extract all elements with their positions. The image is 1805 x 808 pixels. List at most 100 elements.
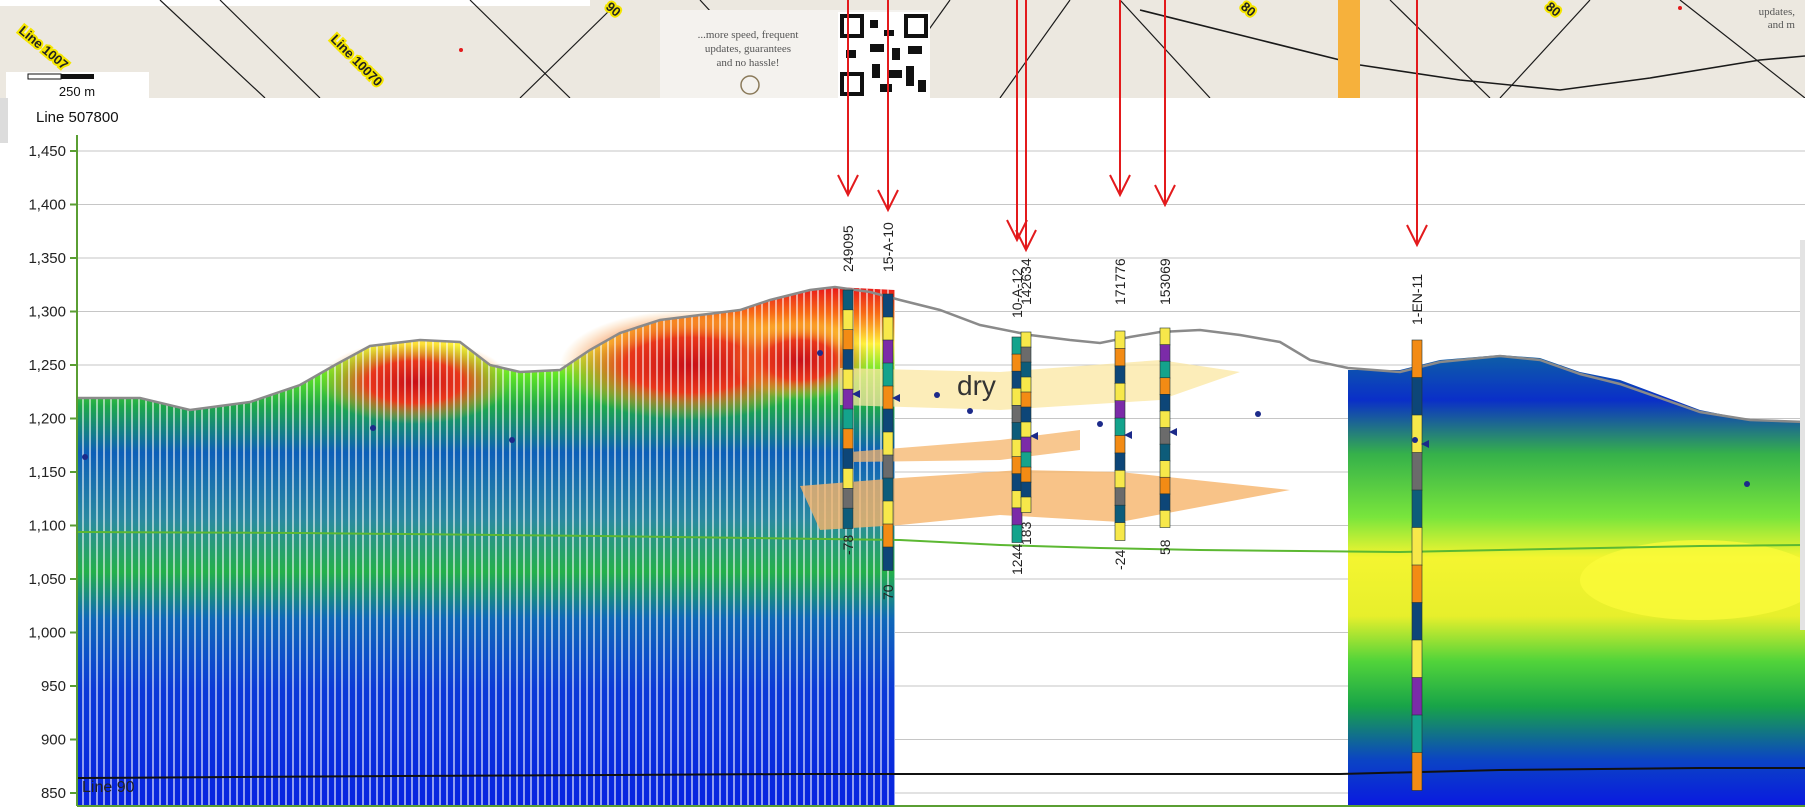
well-log-segment [882,385,894,410]
well-log-segment [842,428,854,450]
well-log-segment [842,388,854,410]
arrowhead-icon [1406,224,1428,248]
well-log-segment [1011,353,1023,372]
well-log-segment [1411,677,1423,716]
well-log-segment [1011,387,1023,407]
data-points [82,350,1750,487]
well-log-segment [1159,394,1171,412]
well-log-segment [1159,377,1171,396]
well-log-segment [842,309,854,331]
well-id-label: 15-A-10 [880,222,896,272]
well-1[interactable]: 15-A-10 70 [877,0,900,600]
survey-lines [159,0,1805,98]
well-log-segment [842,349,854,371]
well-log-segment [1411,602,1423,641]
well-log-segment [1411,452,1423,491]
y-tick-label: 1,250 [28,357,66,374]
well-6[interactable]: 1-EN-11 [1406,0,1429,791]
wells: 249095 -78 15-A-10 70 10-A-12 1244 142634 183 17… [837,0,1429,791]
well-log-segment [882,523,894,548]
well-log-segment [1411,489,1423,529]
well-log-segment [1020,376,1032,393]
well-log-segment [1114,417,1126,437]
base-line [77,767,1805,779]
well-marker-icon [1124,431,1132,439]
well-id-label: 153069 [1157,258,1173,305]
terrain-profile [78,285,1805,424]
well-log-segment [1114,470,1126,489]
well-id-label: 249095 [840,225,856,272]
well-log-segment [1411,414,1423,454]
well-log-segment [882,546,894,571]
y-tick-label: 1,000 [28,625,66,642]
arrowhead-icon [1154,184,1176,208]
well-marker-icon [852,390,860,398]
well-log-segment [1114,435,1126,454]
well-log-segment [1411,752,1423,791]
well-log-segment [1011,336,1023,355]
well-log-segment [1114,365,1126,385]
well-log-segment [1011,439,1023,458]
arrowhead-icon [1006,219,1028,243]
well-log-segment [842,507,854,529]
well-log-segment [1159,327,1171,346]
well-5[interactable]: 153069 58 [1154,0,1177,555]
well-log-segment [1114,348,1126,367]
y-tick-label: 1,450 [28,143,66,160]
well-log-segment [882,408,894,433]
well-log-segment [842,488,854,509]
y-tick-label: 1,100 [28,518,66,535]
water-table-line [77,531,1805,554]
well-marker-icon [892,394,900,402]
well-log-segment [1011,370,1023,390]
well-4[interactable]: 171776 -24 [1109,0,1132,570]
well-log-segment [1020,331,1032,348]
well-0[interactable]: 249095 -78 [837,0,860,555]
y-axis-ticks: 1,450 1,400 1,350 1,300 1,250 1,200 1,150 1,100… [28,143,77,802]
well-3[interactable]: 142634 183 [1015,0,1038,545]
well-id-label: 1-EN-11 [1409,274,1425,325]
well-marker-icon [1030,432,1038,440]
ad-line: updates, [1759,6,1796,18]
y-tick-label: 1,150 [28,464,66,481]
well-id-label: 10-A-12 [1009,268,1025,318]
well-log-segment [1020,391,1032,408]
well-log-segment [882,293,894,318]
well-marker-icon [1169,428,1177,436]
well-log-segment [1114,452,1126,472]
well-log-segment [1159,360,1171,379]
well-bottom-label: 58 [1157,539,1173,555]
qr-code-icon [838,12,930,98]
y-tick-label: 1,200 [28,411,66,428]
well-marker-icon [1421,440,1429,448]
section-title: Line 507800 [36,109,119,126]
well-log-segment [1159,344,1171,362]
well-id-label: 142634 [1018,258,1034,305]
well-log-segment [842,289,854,311]
well-log-segment [1011,422,1023,441]
well-log-segment [842,448,854,470]
arrowhead-icon [877,189,899,213]
arrowhead-icon [1109,174,1131,198]
well-log-segment [1011,473,1023,492]
well-log-segment [1020,496,1032,513]
well-log-segment [1411,564,1423,604]
map-panel[interactable]: Line 10070 Line 1007 90 80 80 ...more sp… [0,0,1805,98]
well-log-segment [882,362,894,387]
resistivity-right [1348,355,1805,805]
well-bottom-label: 1244 [1009,544,1025,575]
well-log-segment [1011,405,1023,424]
well-log-segment [1020,436,1032,453]
well-log-segment [882,454,894,479]
side-handle[interactable] [1800,240,1805,630]
well-log-segment [1020,361,1032,378]
well-log-segment [1020,466,1032,483]
scale-bar: 250 m [6,72,149,98]
y-tick-label: 1,350 [28,250,66,267]
well-log-segment [1020,346,1032,363]
y-tick-label: 900 [41,732,66,749]
well-log-segment [882,316,894,341]
well-log-segment [842,468,854,490]
